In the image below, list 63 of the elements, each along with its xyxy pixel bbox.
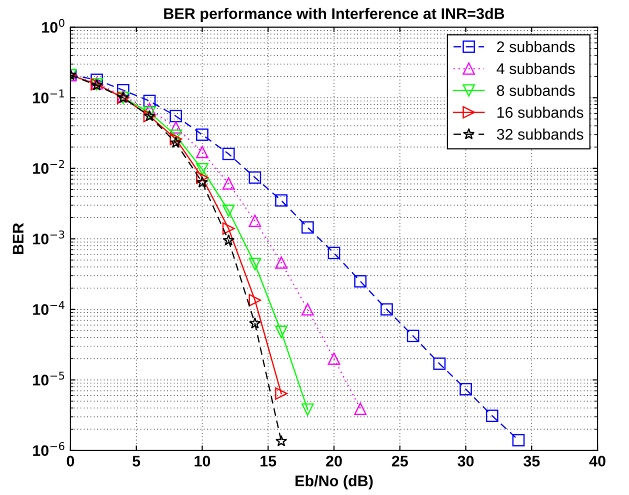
x-tick-label: 5: [132, 456, 140, 467]
point: [512, 434, 525, 446]
point: [354, 402, 367, 415]
y-tick-label: 10$^{−3}$: [33, 230, 64, 244]
x-tick-label: 30: [458, 456, 474, 467]
point: [170, 121, 182, 134]
legend-label: 16 subbands: [497, 106, 584, 118]
point: [301, 303, 314, 316]
point: [170, 136, 182, 148]
legend-label: 2 subbands: [497, 40, 575, 52]
point: [248, 171, 262, 184]
point: [196, 146, 208, 158]
y-tick-label: 10$^{−1}$: [33, 90, 64, 104]
y-tick-label: 10$^{−5}$: [33, 372, 64, 386]
point: [222, 222, 235, 235]
point: [486, 410, 498, 422]
point: [460, 382, 472, 396]
point: [275, 194, 288, 207]
point: [170, 130, 182, 142]
point: [222, 204, 235, 217]
point: [170, 110, 182, 122]
point: [328, 352, 340, 365]
point: [248, 214, 262, 228]
point: [170, 132, 182, 146]
point: [196, 128, 208, 141]
x-axis-title: Eb/No (dB): [296, 475, 373, 490]
point: [380, 303, 393, 316]
y-tick-label: 10$^{−2}$: [33, 160, 64, 174]
point: [275, 326, 288, 338]
y-tick-label: 10$^{−6}$: [33, 442, 64, 456]
x-tick-label: 40: [589, 456, 606, 467]
point: [222, 177, 235, 190]
y-tick-label: 10$^{−4}$: [33, 301, 64, 315]
point: [301, 403, 314, 416]
point: [433, 357, 446, 370]
point: [354, 275, 367, 288]
x-tick-label: 0: [66, 456, 74, 467]
point: [249, 317, 261, 329]
point: [196, 176, 208, 188]
point: [275, 256, 288, 269]
legend-label: 8 subbands: [496, 84, 575, 96]
x-tick-label: 15: [260, 456, 276, 467]
x-tick-label: 35: [524, 456, 540, 467]
legend-label: 4 subbands: [496, 62, 575, 74]
point: [196, 163, 208, 176]
point: [196, 171, 208, 184]
point: [301, 221, 314, 234]
point: [275, 435, 288, 446]
point: [222, 234, 234, 246]
point: [275, 387, 288, 400]
point: [248, 294, 262, 306]
x-tick-label: 20: [326, 456, 342, 467]
legend-label: 32 subbands: [496, 128, 584, 140]
point: [406, 330, 420, 342]
y-axis-title: BER: [12, 223, 24, 254]
y-tick-label: 10$^{0}$: [42, 18, 64, 33]
point: [222, 148, 235, 160]
x-tick-label: 10: [194, 456, 210, 467]
chart-title: BER performance with Interference at INR=3dB: [164, 8, 504, 22]
point: [143, 106, 156, 119]
point: [248, 258, 262, 270]
x-tick-label: 25: [392, 456, 408, 467]
point: [328, 246, 340, 260]
